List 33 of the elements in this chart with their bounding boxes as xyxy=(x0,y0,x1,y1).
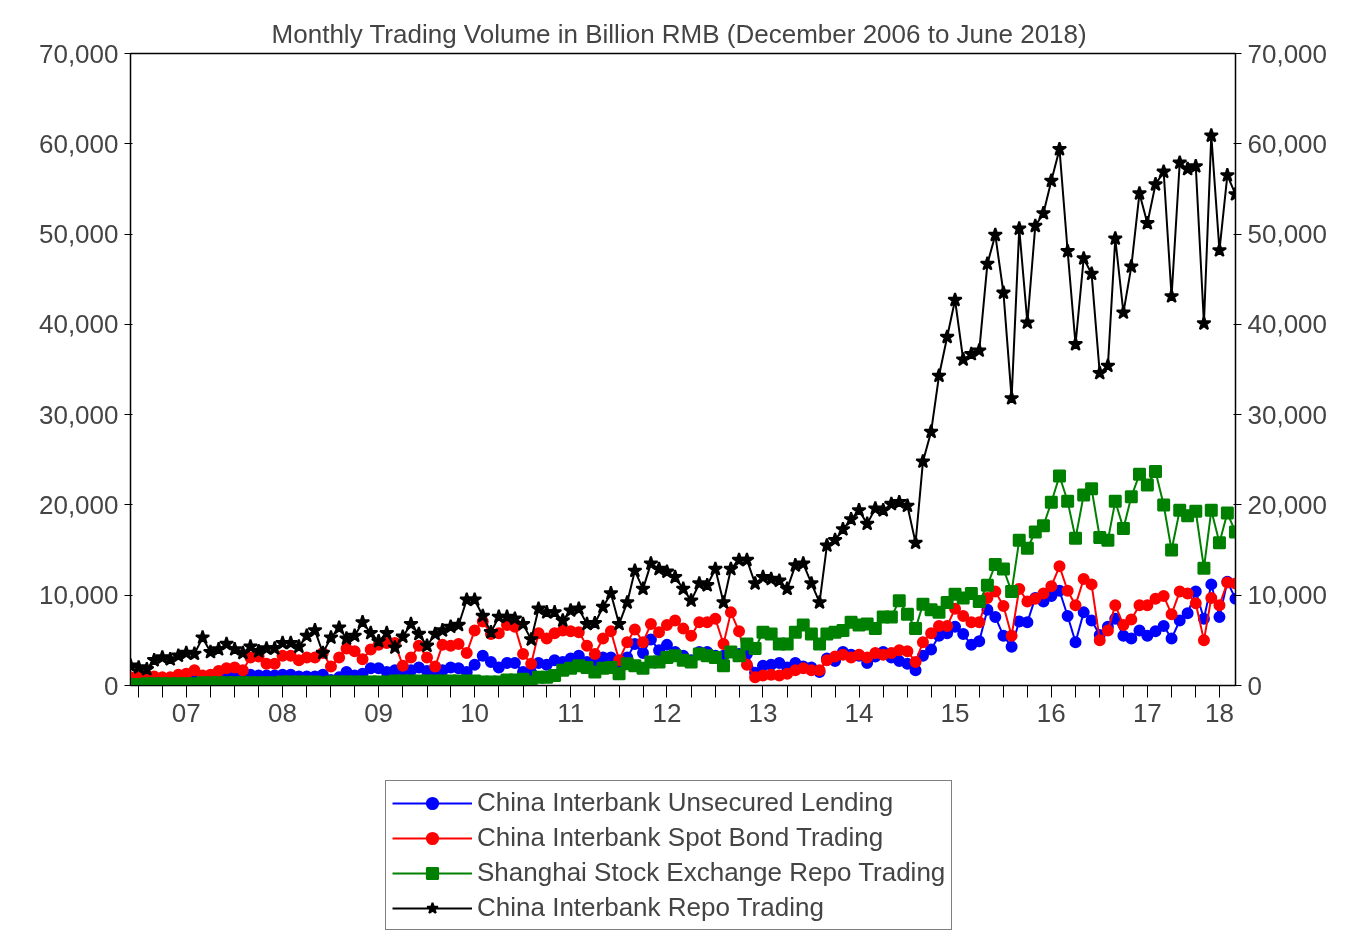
legend-label: China Interbank Unsecured Lending xyxy=(477,787,894,818)
y2-tick-label: 60,000 xyxy=(1247,128,1328,159)
x-tick-label: 18 xyxy=(1204,697,1234,728)
x-tick-label: 11 xyxy=(557,697,585,728)
y2-tick-label: 70,000 xyxy=(1247,38,1328,69)
y-tick-label: 40,000 xyxy=(38,309,119,340)
y2-tick-label: 20,000 xyxy=(1247,489,1328,520)
y-tick-label: 50,000 xyxy=(38,219,119,250)
x-tick-label: 13 xyxy=(748,697,778,728)
x-tick-label: 12 xyxy=(652,697,682,728)
x-tick-label: 09 xyxy=(364,697,394,728)
y-tick-label: 70,000 xyxy=(38,38,119,69)
y-tick-label: 60,000 xyxy=(38,128,119,159)
y-tick-label: 30,000 xyxy=(38,399,119,430)
legend-label: China Interbank Repo Trading xyxy=(477,892,824,923)
x-tick-label: 16 xyxy=(1036,697,1066,728)
y-tick-label: 0 xyxy=(104,670,119,701)
y2-tick-label: 50,000 xyxy=(1247,219,1328,250)
x-tick-label: 08 xyxy=(268,697,298,728)
y2-tick-label: 30,000 xyxy=(1247,399,1328,430)
legend-label: Shanghai Stock Exchange Repo Trading xyxy=(477,857,946,888)
y2-tick-label: 10,000 xyxy=(1247,580,1328,611)
x-tick-label: 15 xyxy=(940,697,970,728)
y2-tick-label: 40,000 xyxy=(1247,309,1328,340)
chart-title: Monthly Trading Volume in Billion RMB (December 2006 to June 2018) xyxy=(271,18,1087,49)
x-tick-label: 17 xyxy=(1132,697,1162,728)
y-tick-label: 10,000 xyxy=(38,580,119,611)
y-tick-label: 20,000 xyxy=(38,489,119,520)
x-tick-label: 07 xyxy=(171,697,201,728)
x-tick-label: 10 xyxy=(460,697,490,728)
legend-label: China Interbank Spot Bond Trading xyxy=(477,822,884,853)
y2-tick-label: 0 xyxy=(1247,670,1262,701)
x-tick-label: 14 xyxy=(844,697,874,728)
